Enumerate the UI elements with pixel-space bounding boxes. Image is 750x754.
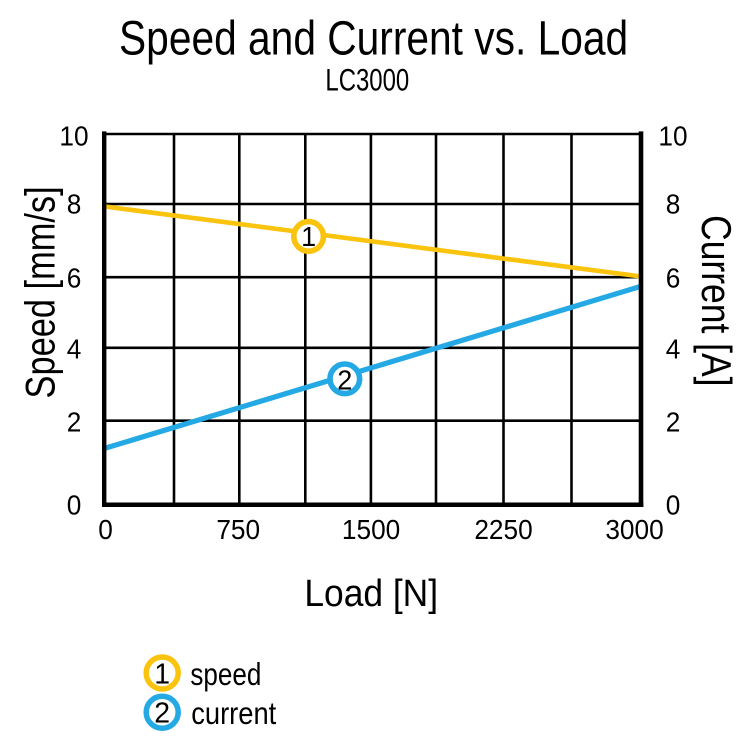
svg-text:3000: 3000 bbox=[605, 513, 663, 545]
svg-text:0: 0 bbox=[67, 488, 82, 520]
svg-text:750: 750 bbox=[216, 513, 260, 545]
svg-text:1: 1 bbox=[301, 221, 316, 252]
svg-text:2: 2 bbox=[666, 406, 681, 438]
svg-text:Current [A]: Current [A] bbox=[692, 215, 738, 386]
svg-text:0: 0 bbox=[98, 513, 113, 545]
svg-text:1: 1 bbox=[154, 658, 170, 690]
svg-text:2: 2 bbox=[67, 406, 82, 438]
svg-text:6: 6 bbox=[67, 262, 82, 294]
svg-text:1500: 1500 bbox=[342, 513, 400, 545]
svg-text:10: 10 bbox=[59, 120, 88, 152]
svg-text:Speed [mm/s]: Speed [mm/s] bbox=[17, 186, 64, 398]
svg-text:current: current bbox=[191, 696, 277, 731]
svg-text:8: 8 bbox=[666, 188, 681, 220]
svg-text:Speed and Current vs. Load: Speed and Current vs. Load bbox=[119, 13, 628, 66]
svg-text:0: 0 bbox=[666, 488, 681, 520]
svg-text:2: 2 bbox=[337, 364, 352, 395]
svg-text:8: 8 bbox=[67, 188, 82, 220]
svg-text:Load [N]: Load [N] bbox=[304, 572, 438, 614]
svg-text:speed: speed bbox=[190, 657, 261, 692]
svg-text:6: 6 bbox=[666, 262, 681, 294]
svg-text:LC3000: LC3000 bbox=[325, 62, 409, 97]
svg-text:2250: 2250 bbox=[474, 513, 532, 545]
svg-text:4: 4 bbox=[67, 333, 82, 365]
svg-text:2: 2 bbox=[154, 697, 170, 729]
svg-text:10: 10 bbox=[658, 120, 687, 152]
svg-text:4: 4 bbox=[666, 333, 681, 365]
